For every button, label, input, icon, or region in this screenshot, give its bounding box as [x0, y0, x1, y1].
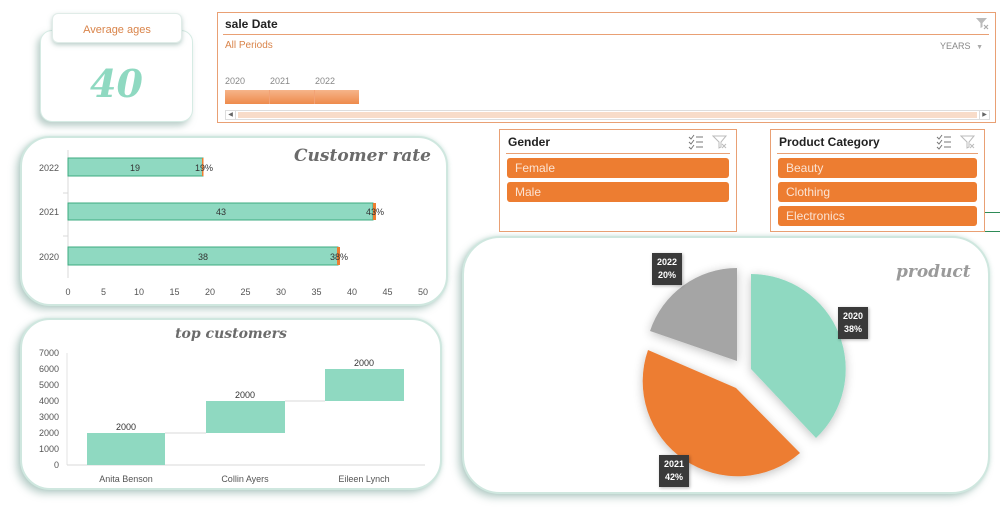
- svg-text:19%: 19%: [195, 163, 213, 173]
- granularity-value: YEARS: [940, 41, 971, 51]
- svg-text:43%: 43%: [366, 207, 384, 217]
- svg-text:2000: 2000: [354, 358, 374, 368]
- gender-slicer[interactable]: Gender Female Male: [499, 129, 737, 232]
- svg-text:40: 40: [347, 287, 357, 297]
- timeline-selection-bar[interactable]: [225, 90, 359, 104]
- svg-text:4000: 4000: [39, 396, 59, 406]
- svg-text:2020: 2020: [39, 252, 59, 262]
- scroll-thumb[interactable]: [238, 112, 977, 118]
- pie-slice-2021: [642, 350, 800, 477]
- product-pie-chart: [642, 268, 846, 477]
- svg-text:Anita Benson: Anita Benson: [99, 474, 153, 484]
- gender-slicer-title: Gender: [508, 135, 551, 149]
- pie-label-2021: 2021 42%: [659, 455, 689, 487]
- customer-rate-card: [20, 136, 448, 306]
- waterfall-bar-anita-benson: [87, 433, 165, 465]
- timeline-year-label: 2021: [270, 76, 291, 86]
- sheet-gridline: [985, 231, 1000, 232]
- svg-text:10: 10: [134, 287, 144, 297]
- svg-text:Collin Ayers: Collin Ayers: [221, 474, 269, 484]
- waterfall-bar-eileen-lynch: [325, 369, 404, 401]
- kpi-value: 40: [90, 61, 143, 106]
- svg-text:2022: 2022: [39, 163, 59, 173]
- sale-date-timeline[interactable]: sale Date All Periods YEARS ▼ 2020 2021 …: [217, 12, 996, 123]
- category-item-beauty[interactable]: Beauty: [778, 158, 977, 178]
- triangle-right-icon: ▶: [982, 112, 987, 118]
- scroll-left-button[interactable]: ◀: [226, 111, 236, 119]
- svg-text:0: 0: [65, 287, 70, 297]
- timeline-years: 2020 2021 2022: [225, 76, 365, 88]
- svg-text:7000: 7000: [39, 348, 59, 358]
- svg-text:6000: 6000: [39, 364, 59, 374]
- svg-text:20: 20: [205, 287, 215, 297]
- svg-text:25: 25: [240, 287, 250, 297]
- top-customers-chart: 7000 6000 5000 4000 3000 2000 1000 0 200…: [39, 348, 425, 484]
- multi-select-icon[interactable]: [936, 134, 952, 150]
- timeline-period-2020[interactable]: [225, 90, 270, 104]
- svg-text:50: 50: [418, 287, 428, 297]
- waterfall-bar-collin-ayers: [206, 401, 285, 433]
- svg-text:5000: 5000: [39, 380, 59, 390]
- svg-text:15: 15: [169, 287, 179, 297]
- category-slicer-title: Product Category: [779, 135, 880, 149]
- filter-clear-icon[interactable]: [960, 134, 976, 150]
- category-item-electronics[interactable]: Electronics: [778, 206, 977, 226]
- kpi-card: 40: [40, 30, 193, 122]
- triangle-left-icon: ◀: [228, 112, 233, 118]
- x-axis-ticks: 0 5 10 15 20 25 30 35 40 45 50: [65, 287, 428, 297]
- chevron-down-icon: ▼: [976, 44, 983, 51]
- svg-text:Eileen Lynch: Eileen Lynch: [338, 474, 389, 484]
- timeline-header: sale Date: [223, 13, 989, 35]
- svg-text:43: 43: [216, 207, 226, 217]
- kpi-label-tab: Average ages: [52, 13, 182, 43]
- svg-text:19: 19: [130, 163, 140, 173]
- customer-rate-title: Customer rate: [294, 146, 431, 166]
- timeline-period-label: All Periods: [225, 40, 273, 51]
- category-item-clothing[interactable]: Clothing: [778, 182, 977, 202]
- svg-text:35: 35: [311, 287, 321, 297]
- svg-text:2000: 2000: [39, 428, 59, 438]
- svg-text:2021: 2021: [39, 207, 59, 217]
- gender-item-female[interactable]: Female: [507, 158, 729, 178]
- svg-text:30: 30: [276, 287, 286, 297]
- svg-text:5: 5: [101, 287, 106, 297]
- svg-text:3000: 3000: [39, 412, 59, 422]
- kpi-label: Average ages: [83, 24, 151, 36]
- timeline-year-label: 2022: [315, 76, 336, 86]
- y-axis-ticks: 7000 6000 5000 4000 3000 2000 1000 0: [39, 348, 59, 470]
- filter-clear-icon[interactable]: [975, 16, 989, 30]
- timeline-title: sale Date: [225, 17, 278, 31]
- filter-clear-icon[interactable]: [712, 134, 728, 150]
- pie-label-2022: 2022 20%: [652, 253, 682, 285]
- pie-slice-2020: [751, 274, 846, 438]
- multi-select-icon[interactable]: [688, 134, 704, 150]
- pie-label-2020: 2020 38%: [838, 307, 868, 339]
- customer-rate-chart: 2022 2021 2020 19 43 38 19% 43% 38% 0 5 …: [39, 150, 428, 297]
- timeline-period-2022[interactable]: [315, 90, 359, 104]
- svg-text:0: 0: [54, 460, 59, 470]
- product-category-slicer[interactable]: Product Category Beauty Clothing Electro…: [770, 129, 985, 232]
- timeline-period-2021[interactable]: [270, 90, 315, 104]
- timeline-granularity-dropdown[interactable]: YEARS ▼: [940, 41, 983, 51]
- gender-item-male[interactable]: Male: [507, 182, 729, 202]
- svg-text:45: 45: [382, 287, 392, 297]
- svg-text:1000: 1000: [39, 444, 59, 454]
- svg-text:2000: 2000: [235, 390, 255, 400]
- gender-slicer-header: Gender: [506, 130, 730, 154]
- svg-text:38: 38: [198, 252, 208, 262]
- top-customers-title: top customers: [175, 326, 287, 342]
- pie-slice-2022: [650, 268, 737, 361]
- product-title: product: [896, 262, 971, 282]
- scroll-right-button[interactable]: ▶: [979, 111, 989, 119]
- svg-text:2000: 2000: [116, 422, 136, 432]
- timeline-year-label: 2020: [225, 76, 246, 86]
- sheet-gridline: [985, 212, 1000, 213]
- svg-text:38%: 38%: [330, 252, 348, 262]
- category-slicer-header: Product Category: [777, 130, 978, 154]
- timeline-scrollbar[interactable]: ◀ ▶: [225, 110, 990, 120]
